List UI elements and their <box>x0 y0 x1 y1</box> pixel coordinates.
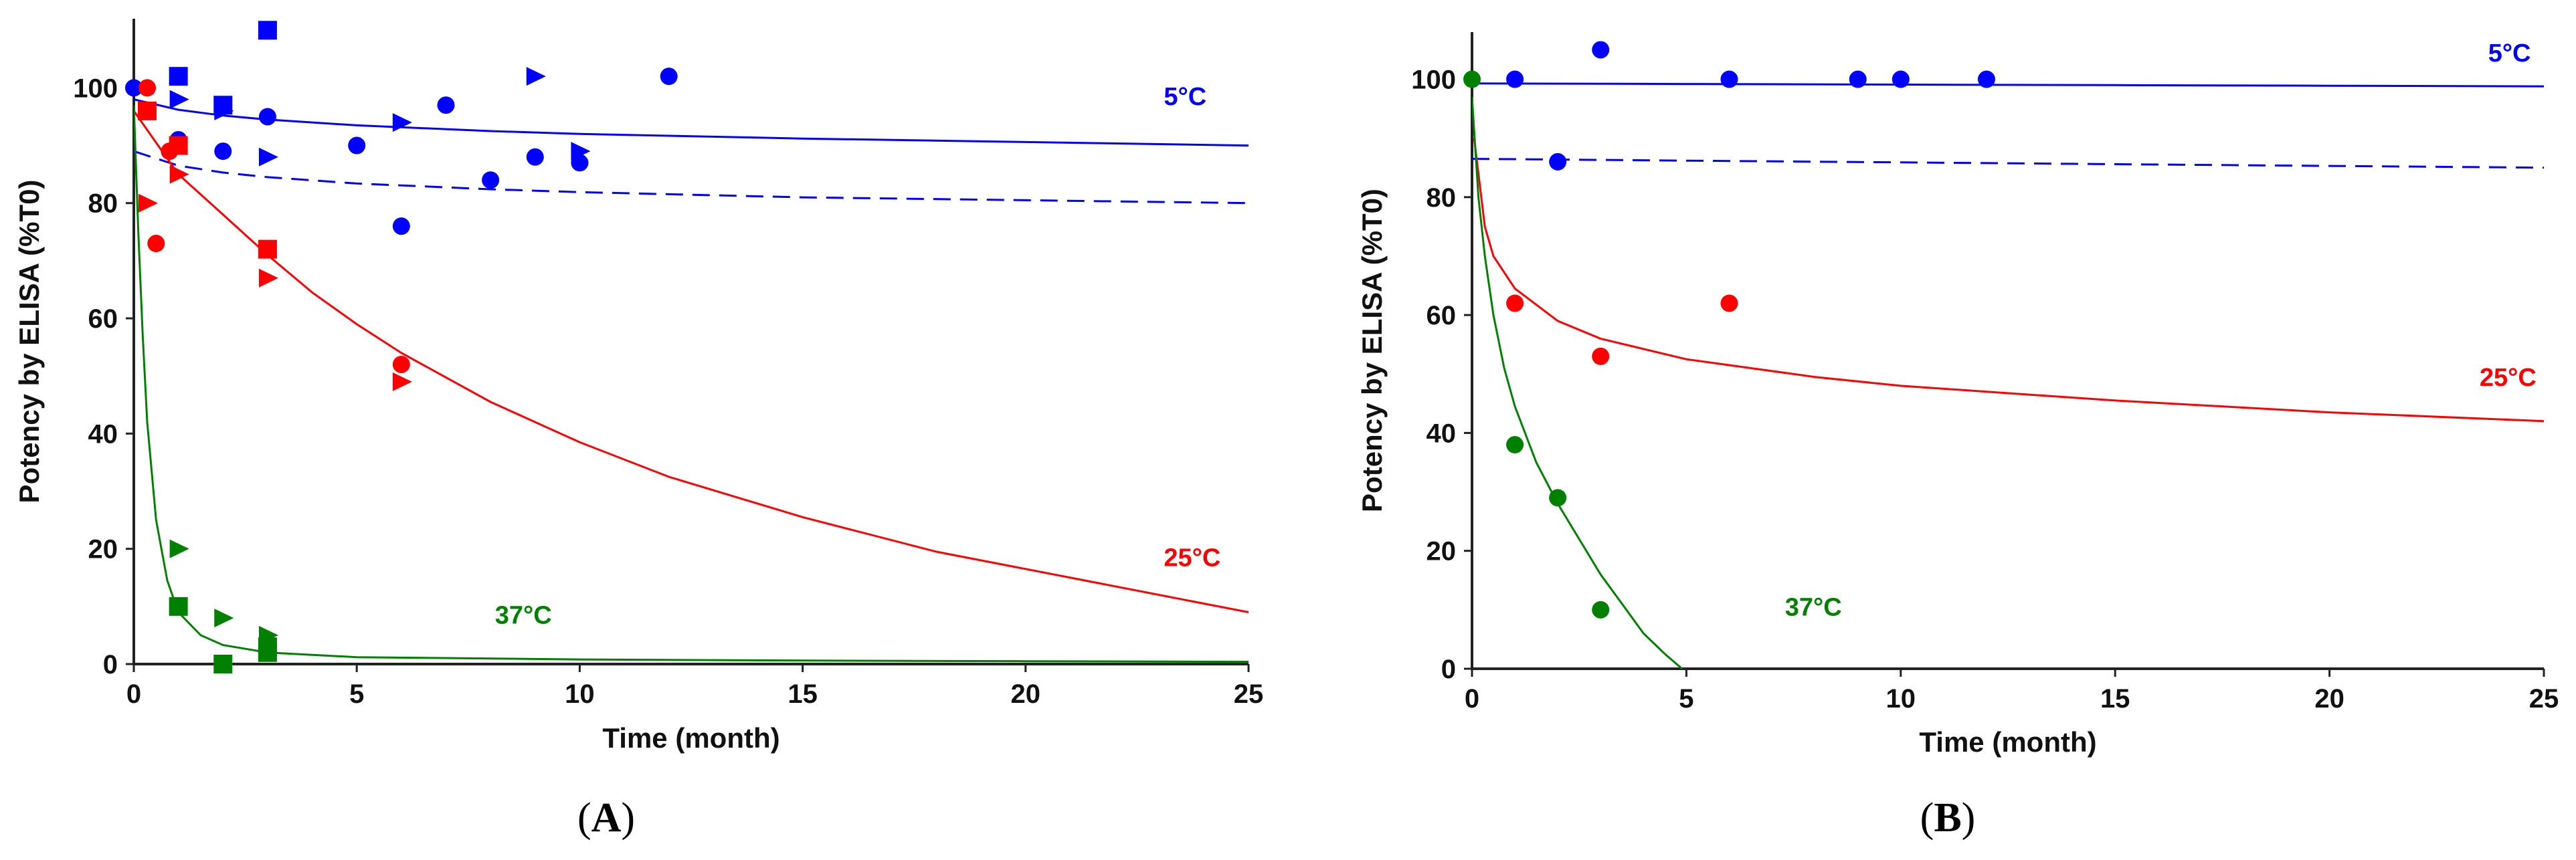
panel-b-point-5c-circle <box>1977 70 1995 88</box>
panel-a-x-tick-label: 15 <box>788 679 818 709</box>
panel-a-y-tick-label: 100 <box>73 74 118 103</box>
panel-a-series-label-25c: 25°C <box>1164 544 1220 572</box>
panel-a-point-25c-circle <box>147 235 165 253</box>
panel-a-y-tick-label: 80 <box>88 189 118 219</box>
panel-a-point-5c-square <box>258 21 277 40</box>
panel-b-series-25c-fit-solid <box>1473 138 2545 423</box>
panel-a-point-5c-circle <box>125 79 143 97</box>
panel-a-series-label-5c: 5°C <box>1164 83 1206 111</box>
panel-a-point-25c-triangle <box>169 165 189 184</box>
panel-b-series-label-25c: 25°C <box>2480 364 2537 392</box>
panel-a-label: (A) <box>577 795 635 841</box>
panel-b-series-label-37c: 37°C <box>1785 594 1842 622</box>
panel-a-point-37c-square <box>213 655 233 673</box>
panel-a-point-37c-square <box>169 597 188 616</box>
panel-a-point-5c-circle <box>660 68 678 86</box>
panel-b-series-37c-fit-solid <box>1472 96 1683 669</box>
panel-b-y-axis-title: Potency by ELISA (%T0) <box>1356 189 1388 512</box>
panel-b-series-5c-fit-dashed <box>1472 158 2545 169</box>
panel-a-point-25c-square <box>137 101 157 120</box>
panel-a-y-axis-title: Potency by ELISA (%T0) <box>13 180 45 504</box>
panel-a-point-5c-circle <box>392 217 410 235</box>
panel-a-point-37c-triangle <box>258 625 278 645</box>
panel-b-x-tick-label: 5 <box>1679 684 1693 714</box>
panel-b-point-5c-circle <box>1592 41 1610 59</box>
panel-b-x-tick-label: 15 <box>2100 684 2130 714</box>
panel-a-point-5c-triangle <box>169 90 189 109</box>
panel-a-series-37c-fit-solid <box>134 105 1249 663</box>
panel-a-point-5c-circle <box>348 136 366 154</box>
panel-b-y-tick-label: 20 <box>1427 537 1457 566</box>
panel-b-chart: 0 20 40 60 80 100 0 5 10 15 20 25 Time (month) Potenc… <box>1356 32 2559 758</box>
panel-a-y-tick-label: 60 <box>88 304 118 334</box>
panel-a-point-37c-triangle <box>214 609 234 628</box>
panel-b-y-tick-label: 0 <box>1441 655 1456 684</box>
panel-b-point-5c-circle <box>1720 70 1738 88</box>
panel-b-x-tick-label: 10 <box>1886 684 1916 714</box>
panel-a-point-5c-circle <box>526 148 544 166</box>
panel-b-series-5c-fit-solid <box>1472 82 2545 88</box>
panel-b-y-tick-label: 100 <box>1411 66 1456 95</box>
panel-b-point-25c-circle <box>1506 294 1524 312</box>
panel-a-y-tick-label: 20 <box>88 535 118 564</box>
panel-a-x-axis-title: Time (month) <box>602 722 779 754</box>
panel-a-point-5c-triangle <box>392 113 412 132</box>
panel-a-y-tick-label: 0 <box>103 650 118 679</box>
panel-b-y-tick-label: 80 <box>1427 183 1457 213</box>
panel-b-point-37c-circle <box>1592 601 1610 619</box>
panel-b-x-axis-title: Time (month) <box>1919 726 2096 758</box>
panel-b-y-tick-label: 40 <box>1427 419 1457 448</box>
panel-a-x-tick-label: 25 <box>1234 679 1264 709</box>
panel-b-label: (B) <box>1920 795 1976 841</box>
panel-b-x-tick-label: 0 <box>1465 684 1479 714</box>
panel-a-point-5c-triangle <box>258 147 278 167</box>
panel-b-point-5c-circle <box>1549 152 1567 171</box>
panel-a-point-5c-triangle <box>571 142 591 161</box>
panel-a-y-tick-label: 40 <box>88 419 118 449</box>
panel-a-point-25c-circle <box>138 79 156 97</box>
panel-a-chart: 0 20 40 60 80 100 0 5 10 15 20 25 Time (month) Potenc… <box>13 19 1263 754</box>
panel-b-point-25c-circle <box>1592 347 1610 365</box>
panel-a-point-25c-triangle <box>138 193 158 213</box>
panel-a-point-25c-triangle <box>392 372 412 391</box>
panel-b-point-37c-circle <box>1463 70 1481 88</box>
panel-b-point-37c-circle <box>1506 436 1524 454</box>
panel-a-point-25c-circle <box>392 355 410 373</box>
panel-a-x-tick-label: 20 <box>1011 679 1041 709</box>
panel-a-point-5c-triangle <box>214 101 234 120</box>
panel-a-point-5c-square <box>169 67 188 86</box>
panel-a-point-25c-triangle <box>258 268 278 288</box>
panel-b-y-tick-label: 60 <box>1427 301 1457 330</box>
panel-a-series-25c-fit-solid <box>134 110 1249 613</box>
panel-a-series-label-37c: 37°C <box>495 602 552 630</box>
panel-a-series-5c-fit-dashed <box>134 150 1249 205</box>
panel-a-point-5c-circle <box>258 108 276 126</box>
panel-a-series-5c-fit-solid <box>134 98 1249 147</box>
panel-b-point-37c-circle <box>1549 489 1567 507</box>
panel-a-point-5c-triangle <box>526 67 546 86</box>
panel-a-x-tick-label: 0 <box>126 679 141 709</box>
panel-b-point-5c-circle <box>1849 70 1867 88</box>
panel-a-point-25c-square <box>169 136 188 155</box>
panel-a-point-5c-circle <box>214 142 232 160</box>
panel-a-x-tick-label: 10 <box>565 679 595 709</box>
panel-b-point-5c-circle <box>1506 70 1524 88</box>
panel-a-point-37c-triangle <box>169 539 189 558</box>
panel-a-point-5c-circle <box>437 96 455 114</box>
panel-a-point-5c-circle <box>482 171 500 189</box>
panel-b-series-label-5c: 5°C <box>2488 39 2531 68</box>
panel-b-x-tick-label: 20 <box>2314 684 2344 714</box>
panel-b-point-25c-circle <box>1720 294 1738 312</box>
panel-a-point-25c-square <box>258 239 277 259</box>
panel-b-x-tick-label: 25 <box>2529 684 2559 714</box>
panel-a-x-tick-label: 5 <box>349 679 364 709</box>
panel-b-point-5c-circle <box>1892 70 1910 88</box>
